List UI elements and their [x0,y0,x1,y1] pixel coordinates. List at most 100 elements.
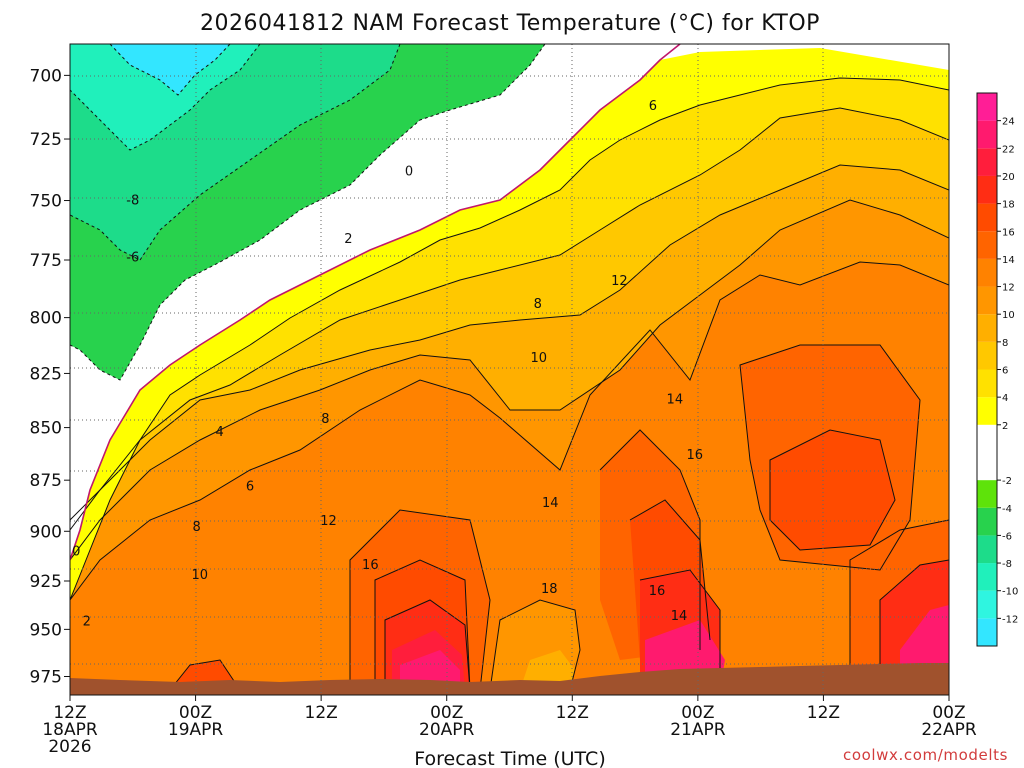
band-10-12-evening [520,650,575,690]
colorbar-swatch [977,203,997,232]
contour-labels: -8 -6 0 2 0 2 4 6 8 10 8 12 16 8 10 14 18 6 12 14 16 16 14 [72,99,703,630]
colorbar-label: 22 [1002,144,1015,155]
contour-label: -8 [126,194,139,209]
contour-label: 4 [215,425,223,440]
colorbar-swatch [977,286,997,315]
y-tick-label: 700 [30,66,62,86]
y-tick-label: 825 [30,364,62,384]
isotherm-10 [70,199,949,561]
y-tick-label: 750 [30,192,62,212]
negative-isotherm-lines [70,44,546,381]
isotherm-18-day3 [879,559,949,690]
colorbar-swatch [977,93,997,121]
colorbar-label: 12 [1002,283,1015,294]
contour-label: 8 [534,297,542,312]
colorbar-label: 8 [1002,338,1008,349]
colorbar-swatch [977,563,997,591]
x-tick-label: 22APR [921,720,977,740]
contour-label: 10 [191,568,208,583]
x-tick-label: 2026 [48,737,91,757]
colorbar-label: 2 [1002,421,1008,432]
plot-area: -8 -6 0 2 0 2 4 6 8 10 8 12 16 8 10 14 18 6 12 14 16 16 14 [70,44,949,695]
isotherm-4 [70,77,949,601]
contour-label: 14 [667,393,684,408]
y-tick-label: 725 [30,130,62,150]
colorbar-swatch [977,314,997,342]
x-tick-label: 12Z [305,703,338,723]
colorbar-swatch [977,175,997,204]
colorbar-label: 14 [1002,255,1015,266]
credit-text: coolwx.com/modelts [843,746,1008,764]
contour-label: 16 [686,448,703,463]
x-tick-label: 12Z [53,703,86,723]
contour-label: 12 [611,274,628,289]
isotherm-12 [70,261,949,601]
colorbar-label: -12 [1002,614,1018,625]
colorbar-label: 16 [1002,227,1015,238]
isotherm-18-day1 [384,599,471,691]
colorbar-label: 20 [1002,172,1015,183]
colorbar-label: 24 [1002,117,1015,128]
contour-label: 10 [531,351,548,366]
plot-frame [69,43,950,696]
colorbar-label: 4 [1002,393,1008,404]
contour-label: 18 [541,582,558,597]
colorbar-swatch [977,590,997,619]
contour-label: 12 [320,514,337,529]
freezing-line [70,44,681,561]
isotherm-6 [70,107,949,521]
colorbar-swatch [977,120,997,149]
y-tick-label: 875 [30,471,62,491]
x-tick-label: 00Z [932,703,965,723]
colorbar-swatch [977,258,997,287]
isotherm-8 [70,164,949,531]
x-tick-label: 00Z [179,703,212,723]
colorbar-label: -2 [1002,476,1012,487]
isotherm-12-evening [489,599,581,691]
colorbar-label: 18 [1002,200,1015,211]
colorbar-swatch [977,148,997,176]
y-tick-label: 850 [30,419,62,439]
contour-label: 0 [72,544,80,559]
x-tick-label: 12Z [807,703,840,723]
contour-label: 2 [344,232,352,247]
x-tick-label: 00Z [681,703,714,723]
chart-title: 2026041812 NAM Forecast Temperature (°C)… [200,11,820,36]
band-neg12-neg10 [110,44,230,95]
y-tick-label: 925 [30,572,62,592]
colorbar-swatch [977,618,997,646]
colorbar-swatch [977,369,997,398]
contour-label: 6 [246,479,254,494]
y-tick-label: 975 [30,667,62,687]
x-tick-label: 12Z [556,703,589,723]
contour-label: 8 [192,520,200,535]
isotherm-neg6 [70,44,401,261]
colorbar-label: 10 [1002,310,1015,321]
ground-surface [70,663,949,695]
isotherm-18-day2 [639,569,721,680]
y-tick-label: 800 [30,309,62,329]
colorbar-swatch [977,397,997,425]
x-tick-label: 00Z [430,703,463,723]
x-tick-label: 20APR [419,720,475,740]
contour-label: 16 [649,584,666,599]
contour-label: -6 [126,251,139,266]
y-tick-label: 950 [30,620,62,640]
isotherm-neg2 [70,44,546,381]
x-tick-label: 19APR [168,720,224,740]
y-axis: 700 725 750 775 800 825 850 875 900 925 950 975 [30,66,70,687]
colorbar-swatch [977,480,997,508]
isotherm-neg12 [109,44,231,96]
contour-label: 16 [362,558,379,573]
y-tick-label: 900 [30,522,62,542]
contour-label: 6 [649,99,657,114]
colorbar-label: -4 [1002,504,1012,515]
isotherm-14-day2 [599,429,701,650]
x-tick-label: 21APR [670,720,726,740]
colorbar-swatch [977,341,997,370]
isotherm-16-east [769,429,896,551]
colorbar-label: -10 [1002,587,1018,598]
contour-label: 2 [83,615,91,630]
